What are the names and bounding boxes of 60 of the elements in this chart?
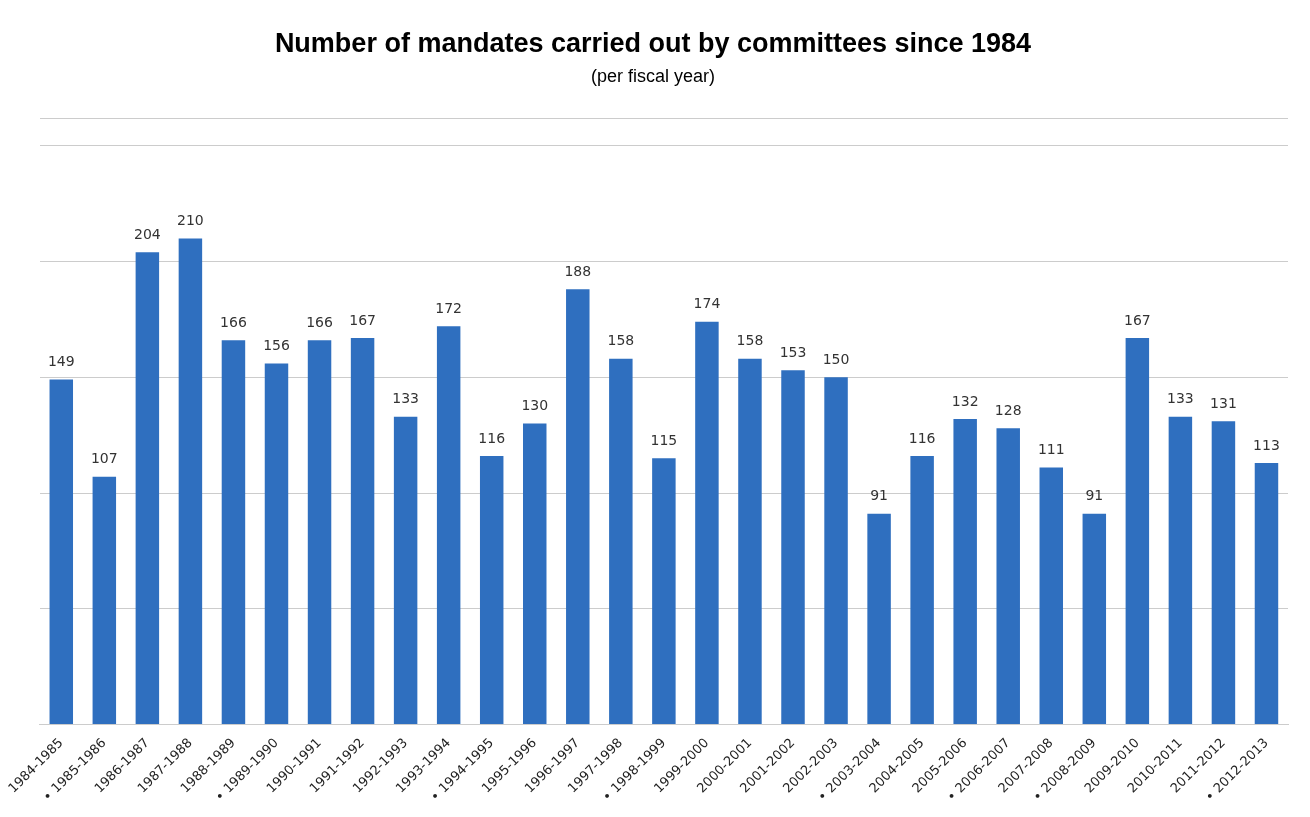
data-label: 116 <box>908 429 936 446</box>
bar <box>479 455 504 725</box>
data-label: 107 <box>90 450 118 467</box>
data-label: 132 <box>951 392 979 409</box>
data-label: 133 <box>392 390 419 407</box>
bar <box>92 476 117 725</box>
bar <box>867 513 891 725</box>
bar <box>996 428 1020 725</box>
data-label: 115 <box>650 431 678 448</box>
bar <box>1125 337 1150 725</box>
bar <box>910 455 934 725</box>
bar <box>1039 467 1064 725</box>
data-label: 150 <box>822 350 850 367</box>
data-label: 156 <box>263 337 290 354</box>
bar <box>178 238 203 725</box>
data-label: 130 <box>521 397 549 414</box>
data-label: 167 <box>1123 311 1151 328</box>
bar <box>1254 462 1279 725</box>
bar <box>738 358 762 725</box>
bar <box>49 379 74 725</box>
data-label: 158 <box>736 332 764 349</box>
data-label: 133 <box>1167 390 1194 407</box>
bar <box>264 363 289 725</box>
bar <box>1082 513 1107 725</box>
bar <box>1168 416 1193 725</box>
data-label: 128 <box>994 401 1022 418</box>
data-label: 91 <box>870 487 889 504</box>
data-label: 167 <box>349 311 376 328</box>
data-label: 204 <box>134 225 161 242</box>
bar <box>953 418 977 725</box>
bar <box>523 423 547 725</box>
bar <box>221 340 246 725</box>
data-label: 113 <box>1253 436 1280 453</box>
data-label: 172 <box>435 299 463 316</box>
bar <box>695 321 719 725</box>
chart-subtitle: (per fiscal year) <box>590 66 716 87</box>
bar <box>436 326 461 725</box>
bar <box>1211 421 1236 725</box>
data-label: 158 <box>607 332 635 349</box>
chart-title: Number of mandates carried out by committees since 1984 <box>274 27 1032 58</box>
bar <box>307 340 332 725</box>
data-label: 188 <box>564 262 592 279</box>
data-label: 111 <box>1037 441 1065 458</box>
data-label: 116 <box>478 429 506 446</box>
bar <box>393 416 418 725</box>
bar <box>566 289 590 725</box>
bar <box>781 370 805 725</box>
bar <box>824 377 848 725</box>
data-label: 149 <box>47 353 75 370</box>
data-label: 153 <box>779 343 807 360</box>
data-label: 166 <box>306 313 333 330</box>
bar <box>652 458 676 725</box>
data-label: 174 <box>693 295 721 312</box>
data-label: 166 <box>220 313 247 330</box>
data-label: 91 <box>1085 487 1104 504</box>
bar <box>350 337 375 725</box>
data-label: 131 <box>1210 394 1237 411</box>
bar <box>135 252 160 725</box>
bar <box>609 358 633 725</box>
data-label: 210 <box>177 212 204 229</box>
